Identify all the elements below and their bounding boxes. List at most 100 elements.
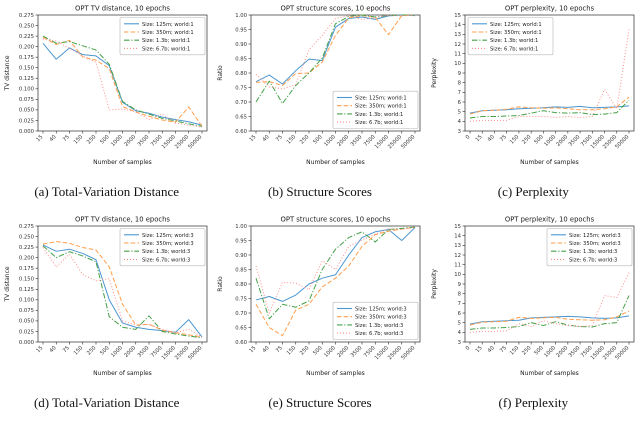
- x-tick-label: 3500: [568, 344, 582, 358]
- legend: Size: 125m; world:3 Size: 350m; world:3 Si…: [119, 227, 206, 266]
- y-tick-label: 9: [457, 71, 460, 77]
- x-axis-label: Number of samples: [307, 159, 366, 166]
- y-tick-label: 0.175: [19, 265, 34, 271]
- legend: Size: 125m; world:3 Size: 350m; world:3 Si…: [333, 301, 419, 340]
- subplot-e-caption: (e) Structure Scores: [268, 394, 372, 410]
- x-tick-label: 75: [275, 345, 284, 354]
- y-tick-label: 7: [457, 301, 460, 307]
- y-tick-label: 0.95: [236, 238, 248, 244]
- y-tick-label: 0.85: [236, 56, 248, 62]
- y-axis-label: Perplexity: [431, 58, 438, 88]
- subplot-b: OPT structure scores, 10 epochs 0.60 0.65 0…: [213, 2, 426, 213]
- y-tick-label: 0.65: [236, 325, 248, 331]
- series-line: [256, 14, 416, 104]
- legend-entry-label: Size: 1.3b; world:3: [569, 249, 617, 255]
- x-tick-label: 40: [262, 344, 271, 353]
- y-tick-label: 0.60: [236, 129, 248, 135]
- x-tick-label: 500: [533, 134, 545, 146]
- y-tick-label: 0.150: [19, 276, 35, 282]
- subplot-f: OPT perplexity, 10 epochs 3 4 5 6 7 8 9 10 11 12 13…: [427, 213, 640, 423]
- x-tick-label: 50000: [187, 134, 204, 151]
- x-tick-label: 15: [249, 345, 258, 354]
- legend-entry-label: Size: 125m; world:1: [142, 22, 194, 28]
- series-line: [42, 246, 203, 337]
- y-tick-label: 15: [454, 13, 461, 19]
- y-tick-label: 0.75: [236, 85, 248, 91]
- chart-title: OPT structure scores, 10 epochs: [281, 215, 391, 223]
- x-tick-label: 50000: [187, 344, 204, 361]
- x-tick-label: 2000: [337, 134, 351, 148]
- x-tick-label: 250: [521, 344, 533, 356]
- legend-entry-label: Size: 350m; world:1: [490, 30, 542, 36]
- y-tick-label: 0.60: [236, 339, 248, 345]
- y-tick-label: 11: [454, 262, 461, 268]
- legend: Size: 125m; world:1 Size: 350m; world:1 Si…: [119, 17, 206, 56]
- legend-entry-label: Size: 1.3b; world:1: [490, 38, 538, 44]
- y-tick-label: 13: [454, 32, 461, 38]
- x-tick-label: 1000: [324, 344, 338, 358]
- x-tick-label: 1000: [324, 134, 338, 148]
- subplot-c-chart: OPT perplexity, 10 epochs 3 4 5 6 7 8 9 10 11 12 13…: [428, 2, 639, 179]
- series-line: [256, 226, 416, 336]
- y-tick-label: 1.00: [236, 13, 248, 19]
- y-tick-label: 9: [457, 281, 460, 287]
- x-tick-label: 15: [36, 345, 45, 354]
- y-tick-label: 0.000: [19, 129, 35, 135]
- x-tick-label: 2000: [124, 344, 138, 358]
- y-tick-label: 0.025: [19, 329, 34, 335]
- series-line: [469, 271, 630, 333]
- y-tick-label: 14: [454, 22, 461, 28]
- x-tick-label: 3500: [350, 134, 364, 148]
- legend-entry-label: Size: 1.3b; world:1: [142, 38, 190, 44]
- chart-canvas-d: OPT TV distance, 10 epochs 0.000 0.025 0.05…: [4, 215, 208, 377]
- series-line: [256, 226, 416, 313]
- x-tick-label: 2000: [124, 134, 138, 148]
- y-tick-label: 0.75: [236, 296, 248, 302]
- x-tick-label: 500: [313, 134, 325, 146]
- chart-canvas-b: OPT structure scores, 10 epochs 0.60 0.65 0…: [217, 5, 421, 166]
- x-tick-label: 3500: [350, 344, 364, 358]
- x-tick-label: 150: [73, 344, 85, 356]
- x-tick-label: 15: [249, 134, 258, 143]
- legend-entry-label: Size: 6.7b; world:1: [142, 46, 190, 52]
- y-tick-label: 0.250: [19, 23, 35, 29]
- y-tick-label: 0.200: [19, 255, 35, 261]
- x-tick-label: 500: [313, 344, 325, 356]
- y-tick-label: 0.100: [19, 87, 35, 93]
- legend-entry-label: Size: 125m; world:3: [142, 232, 194, 238]
- y-tick-label: 14: [454, 233, 461, 239]
- x-tick-label: 250: [299, 134, 311, 146]
- series-line: [469, 29, 630, 122]
- y-tick-label: 0.85: [236, 267, 248, 273]
- x-tick-label: 40: [487, 134, 496, 143]
- chart-title: OPT TV distance, 10 epochs: [75, 215, 170, 223]
- x-tick-label: 3500: [568, 134, 582, 148]
- y-tick-label: 0.000: [19, 339, 35, 345]
- subplot-e-chart: OPT structure scores, 10 epochs 0.60 0.65 0…: [214, 213, 425, 390]
- y-tick-label: 0.90: [236, 42, 248, 48]
- legend-entry-label: Size: 125m; world:1: [355, 96, 407, 102]
- y-tick-label: 0.275: [19, 13, 34, 19]
- y-tick-label: 4: [457, 119, 461, 125]
- y-tick-label: 3: [457, 129, 460, 135]
- y-tick-label: 0.225: [19, 244, 34, 250]
- x-tick-label: 50000: [614, 344, 631, 361]
- y-tick-label: 0.125: [19, 76, 34, 82]
- x-tick-label: 40: [262, 134, 271, 143]
- y-tick-label: 15: [454, 223, 461, 229]
- y-tick-label: 12: [454, 252, 461, 258]
- series-line: [256, 226, 416, 319]
- y-tick-label: 0.050: [19, 108, 35, 114]
- y-axis-label: Ratio: [217, 65, 224, 81]
- series-line: [256, 14, 416, 86]
- x-tick-label: 1000: [543, 134, 557, 148]
- legend-entry-label: Size: 350m; world:3: [355, 314, 407, 320]
- subplot-a-caption: (a) Total-Variation Distance: [34, 184, 179, 199]
- y-tick-label: 0.125: [19, 287, 34, 293]
- x-axis-label: Number of samples: [307, 370, 366, 377]
- x-tick-label: 500: [533, 344, 545, 356]
- series-line: [469, 96, 630, 115]
- legend-entry-label: Size: 1.3b; world:3: [142, 249, 190, 255]
- x-tick-label: 2000: [555, 134, 569, 148]
- x-tick-label: 250: [86, 344, 98, 356]
